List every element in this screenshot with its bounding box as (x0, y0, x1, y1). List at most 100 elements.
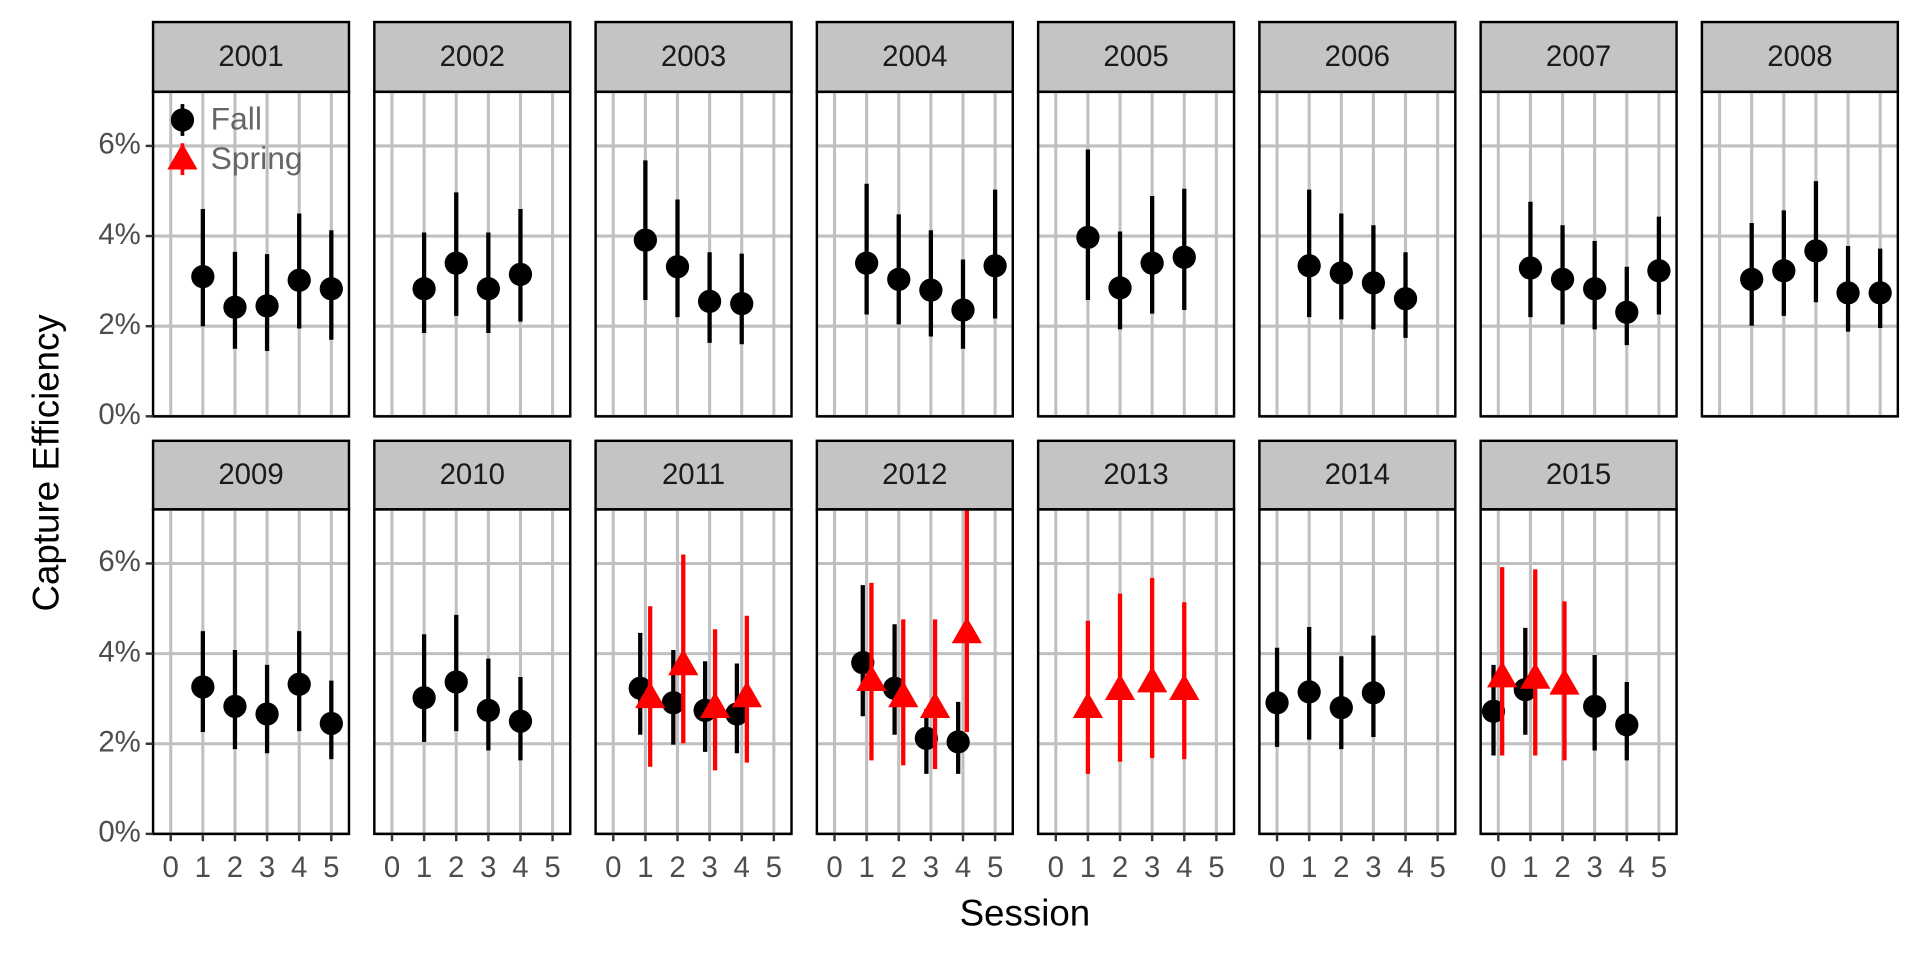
point (661, 691, 685, 715)
panel-title: 2010 (440, 458, 505, 491)
panel-border (1479, 90, 1678, 418)
x-tick-label: 4 (512, 851, 528, 884)
point (1361, 681, 1386, 705)
point (255, 702, 279, 726)
point (444, 251, 468, 275)
panel-data (1481, 567, 1639, 761)
panel: 2013 (1036, 439, 1236, 836)
x-tick-label: 0 (1048, 851, 1064, 884)
point (946, 730, 970, 754)
point (725, 702, 749, 726)
point (851, 650, 875, 675)
x-tick-label: 4 (1397, 851, 1413, 884)
point (1550, 267, 1575, 291)
x-tick-label: 4 (291, 851, 307, 884)
point (1487, 661, 1518, 688)
panel-data (1297, 189, 1418, 338)
strip (1479, 439, 1678, 511)
x-tick-label: 1 (195, 851, 211, 884)
point (1297, 680, 1321, 704)
panel-data (633, 160, 754, 345)
panel-data (412, 192, 533, 333)
point (287, 268, 311, 292)
panel-title: 2012 (882, 458, 947, 491)
panel: 2011 (594, 439, 793, 836)
point (1329, 261, 1353, 285)
y-tick-label: 6% (98, 545, 140, 578)
x-tick-label: 3 (1586, 851, 1602, 884)
point (319, 277, 343, 301)
panel-data (851, 509, 982, 774)
strip (151, 439, 351, 511)
point (287, 672, 311, 696)
x-tick-label: 1 (858, 851, 874, 884)
point (1868, 281, 1892, 305)
y-tick-label: 6% (98, 128, 140, 161)
point (1583, 277, 1607, 301)
panel: 2006 (1258, 20, 1457, 418)
point (1615, 713, 1639, 737)
x-tick-label: 0 (605, 851, 621, 884)
point (1137, 666, 1168, 693)
point (1329, 696, 1353, 720)
x-tick-label: 3 (1365, 851, 1381, 884)
point (1361, 271, 1386, 295)
point (1583, 694, 1607, 718)
x-tick-label: 0 (1490, 851, 1506, 884)
panel-data (628, 554, 762, 771)
panel-title: 2005 (1103, 40, 1168, 73)
point (1549, 668, 1580, 695)
x-tick-label: 2 (227, 851, 243, 884)
panel-border (594, 90, 793, 418)
panel-data (1072, 577, 1200, 774)
point (1740, 267, 1764, 291)
x-tick-label: 5 (1651, 851, 1667, 884)
point (731, 680, 762, 708)
point (508, 709, 533, 733)
x-tick-label: 1 (1522, 851, 1538, 884)
panel-border (594, 508, 793, 836)
strip (1036, 439, 1236, 511)
x-axis-title: Session (960, 893, 1091, 934)
point (699, 691, 731, 719)
point (1104, 673, 1136, 701)
x-tick-label: 4 (1619, 851, 1635, 884)
point (951, 616, 982, 644)
point (508, 262, 533, 286)
panel-border (1258, 508, 1457, 836)
point (223, 694, 247, 718)
panel-title: 2002 (440, 40, 505, 73)
x-tick-label: 2 (1112, 851, 1128, 884)
x-tick-label: 0 (384, 851, 400, 884)
point (1108, 276, 1132, 300)
x-tick-label: 4 (734, 851, 750, 884)
x-tick-label: 0 (163, 851, 179, 884)
x-tick-label: 2 (891, 851, 907, 884)
panel-title: 2006 (1325, 40, 1390, 73)
legend-label: Fall (211, 101, 262, 137)
point (1072, 691, 1104, 719)
point (1140, 251, 1164, 275)
x-tick-label: 3 (1144, 851, 1160, 884)
point (412, 277, 436, 301)
point (191, 675, 215, 699)
x-tick-label: 2 (1333, 851, 1349, 884)
point (1076, 225, 1100, 250)
panel: 2015 (1479, 439, 1678, 836)
panel-title: 2009 (218, 458, 283, 491)
point (1297, 254, 1321, 278)
x-tick-label: 1 (1301, 851, 1317, 884)
panel-data (1740, 181, 1892, 332)
strip (815, 439, 1014, 511)
panel: 2007 (1479, 20, 1678, 418)
x-tick-label: 2 (448, 851, 464, 884)
point (319, 711, 343, 736)
panel: 2003 (594, 20, 793, 418)
x-tick-label: 5 (766, 851, 782, 884)
point (919, 691, 951, 719)
x-tick-label: 5 (1429, 851, 1445, 884)
strip (1258, 20, 1457, 94)
panel: 2014 (1258, 439, 1457, 836)
x-tick-label: 5 (544, 851, 560, 884)
